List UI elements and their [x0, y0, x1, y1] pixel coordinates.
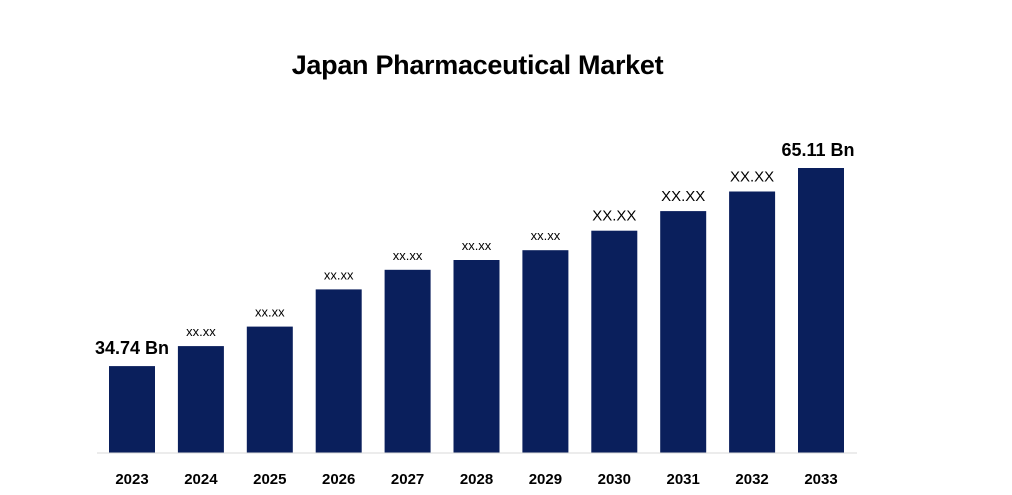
bar-2033	[798, 168, 844, 453]
bars-group	[109, 168, 844, 453]
data-label-2031: XX.XX	[661, 188, 705, 205]
data-label-2025: xx.xx	[255, 305, 285, 320]
data-label-2024: xx.xx	[186, 324, 216, 339]
bar-2031	[660, 211, 707, 453]
x-tick-label-2024: 2024	[184, 471, 218, 488]
data-label-2027: xx.xx	[393, 248, 423, 263]
x-tick-label-2031: 2031	[667, 471, 700, 488]
bar-2032	[729, 191, 776, 453]
data-labels-group: 34.74 Bn xx.xx xx.xx xx.xx xx.xx xx.xx xx.xx XX…	[95, 140, 855, 358]
bar-2027	[384, 269, 431, 453]
x-tick-label-2029: 2029	[529, 471, 562, 488]
x-tick-label-2025: 2025	[253, 471, 286, 488]
x-tick-label-2027: 2027	[391, 471, 424, 488]
data-label-2023: 34.74 Bn	[95, 338, 169, 358]
bar-2023	[109, 366, 155, 453]
data-label-2026: xx.xx	[324, 267, 354, 282]
bar-2030	[591, 230, 638, 453]
data-label-2029: xx.xx	[531, 228, 561, 243]
x-tick-labels-group: 2023 2024 2025 2026 2027 2028 2029 2030 2031 2032…	[115, 471, 837, 488]
bar-2024	[177, 346, 224, 453]
data-label-2030: XX.XX	[592, 208, 636, 225]
x-tick-label-2032: 2032	[735, 471, 768, 488]
x-tick-label-2033: 2033	[804, 471, 837, 488]
data-label-2028: xx.xx	[462, 238, 492, 253]
data-label-2033: 65.11 Bn	[781, 140, 854, 160]
x-tick-label-2030: 2030	[598, 471, 631, 488]
bar-2025	[246, 326, 293, 453]
bar-2028	[453, 260, 500, 453]
bar-2029	[522, 250, 569, 453]
data-label-2032: XX.XX	[730, 169, 774, 186]
bar-2026	[315, 289, 362, 453]
chart-title: Japan Pharmaceutical Market	[291, 50, 664, 80]
x-tick-label-2023: 2023	[115, 471, 148, 488]
x-tick-label-2026: 2026	[322, 471, 355, 488]
x-tick-label-2028: 2028	[460, 471, 493, 488]
